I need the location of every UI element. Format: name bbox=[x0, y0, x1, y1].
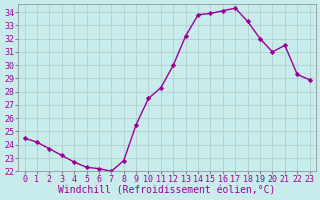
X-axis label: Windchill (Refroidissement éolien,°C): Windchill (Refroidissement éolien,°C) bbox=[58, 186, 276, 196]
